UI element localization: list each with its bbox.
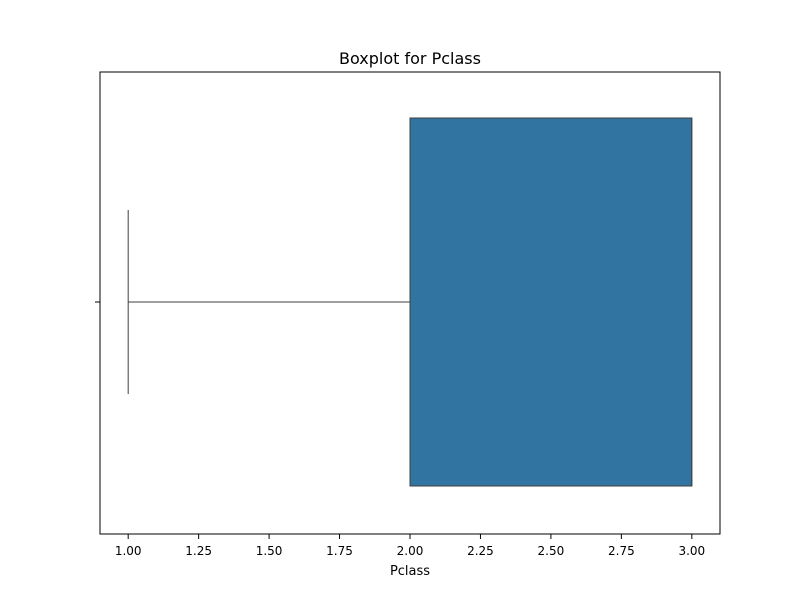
x-tick-label: 1.50: [256, 544, 283, 558]
x-tick-label: 2.75: [608, 544, 635, 558]
x-tick-label: 2.50: [538, 544, 565, 558]
x-tick-label: 1.25: [185, 544, 212, 558]
x-tick-label: 1.75: [326, 544, 353, 558]
iqr-box: [409, 117, 693, 487]
x-tick-label: 3.00: [678, 544, 705, 558]
chart-title: Boxplot for Pclass: [339, 49, 481, 68]
x-tick-label: 2.25: [467, 544, 494, 558]
box-plot: [127, 117, 693, 487]
x-axis-ticks: 1.00 1.25 1.50 1.75 2.00 2.25 2.50 2.75 3.00: [115, 534, 705, 558]
x-tick-label: 2.00: [397, 544, 424, 558]
x-axis-label: Pclass: [390, 564, 430, 579]
x-tick-label: 1.00: [115, 544, 142, 558]
